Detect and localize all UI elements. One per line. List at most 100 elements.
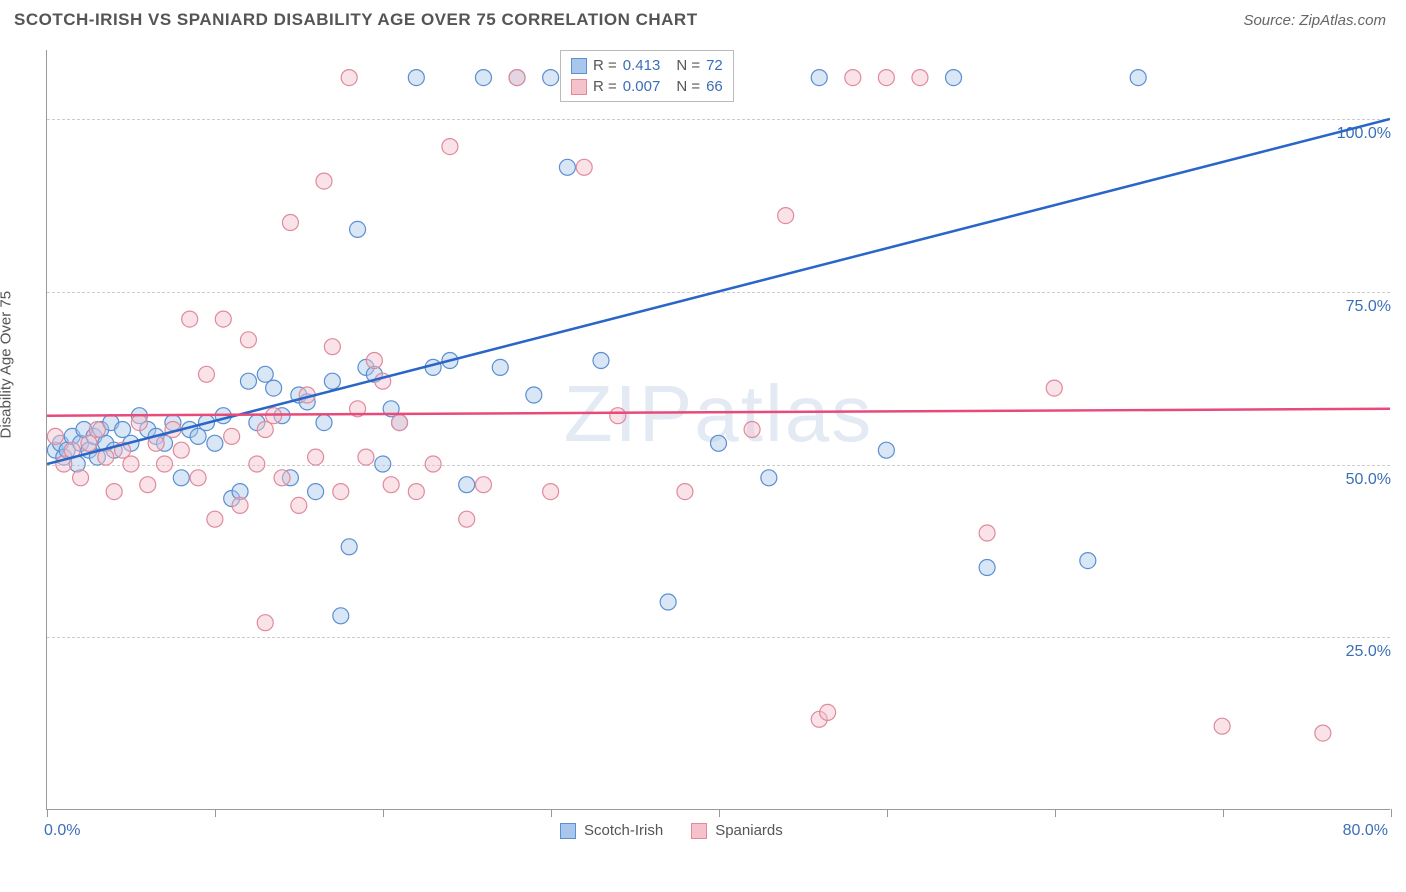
data-point: [366, 353, 382, 369]
data-point: [224, 428, 240, 444]
data-point: [492, 359, 508, 375]
data-point: [207, 511, 223, 527]
legend-row: R = 0.007 N = 66: [571, 76, 723, 97]
data-point: [979, 525, 995, 541]
data-point: [131, 415, 147, 431]
data-point: [711, 435, 727, 451]
x-tick: [719, 809, 720, 817]
data-point: [333, 484, 349, 500]
data-point: [576, 159, 592, 175]
y-axis-label: Disability Age Over 75: [0, 291, 15, 439]
x-tick: [1391, 809, 1392, 817]
data-point: [173, 442, 189, 458]
data-point: [282, 215, 298, 231]
data-point: [316, 415, 332, 431]
data-point: [383, 477, 399, 493]
data-point: [308, 484, 324, 500]
data-point: [173, 470, 189, 486]
legend-item: Spaniards: [691, 822, 783, 839]
correlation-legend: R = 0.413 N = 72 R = 0.007 N = 66: [560, 50, 734, 102]
data-point: [182, 311, 198, 327]
data-point: [73, 470, 89, 486]
data-point: [115, 422, 131, 438]
data-point: [232, 497, 248, 513]
legend-n-label: N =: [676, 57, 700, 74]
chart-header: SCOTCH-IRISH VS SPANIARD DISABILITY AGE …: [0, 0, 1406, 35]
data-point: [47, 428, 63, 444]
data-point: [240, 332, 256, 348]
data-point: [778, 208, 794, 224]
data-point: [1315, 725, 1331, 741]
data-point: [610, 408, 626, 424]
x-tick: [47, 809, 48, 817]
data-point: [509, 70, 525, 86]
data-point: [375, 456, 391, 472]
data-point: [89, 422, 105, 438]
x-tick: [1223, 809, 1224, 817]
scatter-svg: [47, 50, 1390, 809]
data-point: [408, 484, 424, 500]
data-point: [912, 70, 928, 86]
legend-swatch: [571, 58, 587, 74]
data-point: [190, 428, 206, 444]
x-axis-min-label: 0.0%: [44, 822, 80, 840]
data-point: [408, 70, 424, 86]
data-point: [392, 415, 408, 431]
x-tick: [1055, 809, 1056, 817]
data-point: [979, 560, 995, 576]
data-point: [475, 477, 491, 493]
data-point: [1130, 70, 1146, 86]
x-tick: [215, 809, 216, 817]
data-point: [1080, 553, 1096, 569]
data-point: [274, 470, 290, 486]
data-point: [324, 373, 340, 389]
data-point: [324, 339, 340, 355]
legend-r-value: 0.007: [623, 78, 661, 95]
data-point: [140, 477, 156, 493]
data-point: [341, 70, 357, 86]
data-point: [878, 70, 894, 86]
data-point: [257, 366, 273, 382]
data-point: [266, 380, 282, 396]
legend-item: Scotch-Irish: [560, 822, 663, 839]
legend-row: R = 0.413 N = 72: [571, 55, 723, 76]
x-tick: [887, 809, 888, 817]
data-point: [291, 497, 307, 513]
data-point: [811, 70, 827, 86]
source-label: Source: ZipAtlas.com: [1243, 12, 1386, 29]
data-point: [316, 173, 332, 189]
plot-area: ZIPatlas 25.0%50.0%75.0%100.0%: [46, 50, 1390, 810]
legend-r-value: 0.413: [623, 57, 661, 74]
data-point: [543, 70, 559, 86]
legend-label: Scotch-Irish: [584, 822, 663, 839]
legend-n-value: 66: [706, 78, 723, 95]
data-point: [350, 221, 366, 237]
data-point: [459, 477, 475, 493]
legend-swatch: [560, 823, 576, 839]
x-axis-max-label: 80.0%: [1343, 822, 1388, 840]
data-point: [946, 70, 962, 86]
data-point: [660, 594, 676, 610]
data-point: [358, 449, 374, 465]
data-point: [820, 704, 836, 720]
data-point: [744, 422, 760, 438]
x-tick: [551, 809, 552, 817]
legend-n-label: N =: [676, 78, 700, 95]
data-point: [190, 470, 206, 486]
data-point: [878, 442, 894, 458]
data-point: [249, 456, 265, 472]
data-point: [459, 511, 475, 527]
data-point: [207, 435, 223, 451]
data-point: [559, 159, 575, 175]
data-point: [761, 470, 777, 486]
data-point: [475, 70, 491, 86]
data-point: [1046, 380, 1062, 396]
legend-label: Spaniards: [715, 822, 783, 839]
data-point: [308, 449, 324, 465]
data-point: [526, 387, 542, 403]
chart-title: SCOTCH-IRISH VS SPANIARD DISABILITY AGE …: [14, 10, 698, 30]
data-point: [341, 539, 357, 555]
data-point: [442, 139, 458, 155]
data-point: [257, 615, 273, 631]
data-point: [81, 435, 97, 451]
